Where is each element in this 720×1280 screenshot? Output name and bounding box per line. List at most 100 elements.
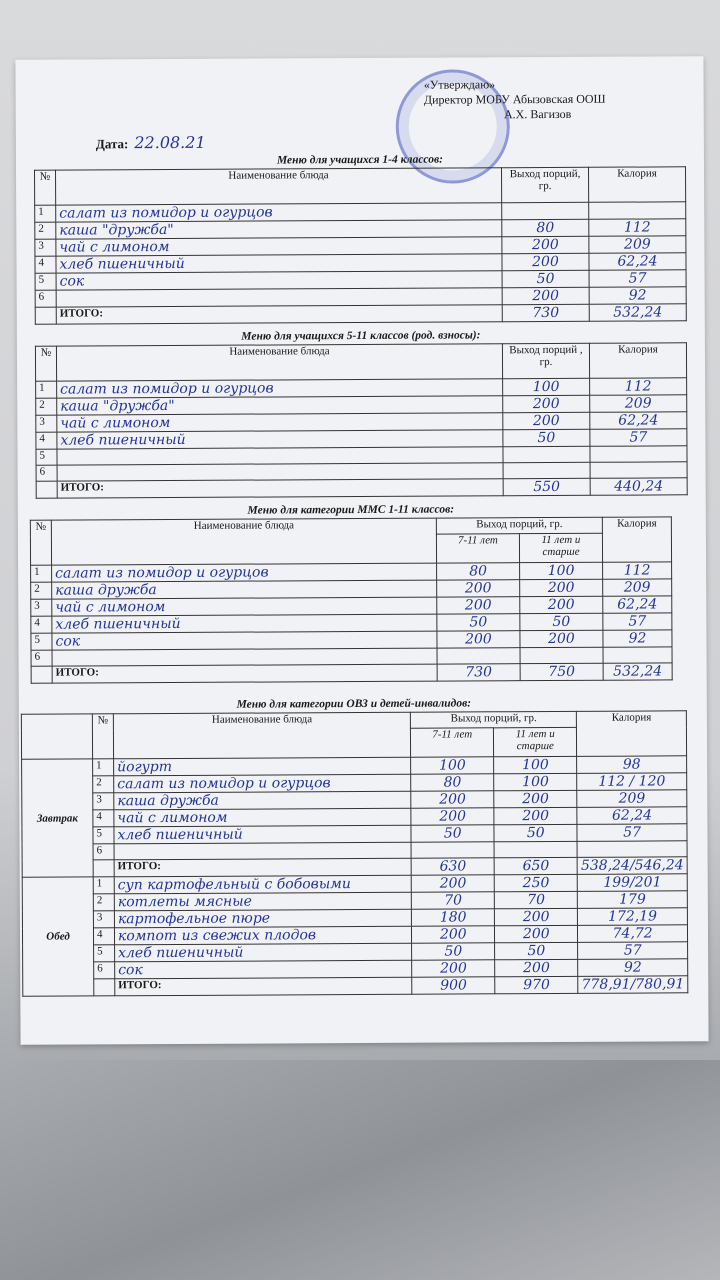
row-number: 1	[92, 758, 114, 776]
output-7-11: 80	[410, 773, 495, 792]
calories-value: 112	[602, 561, 672, 580]
output-11-plus: 200	[494, 925, 578, 943]
output-11-plus: 200	[494, 959, 579, 977]
output-7-11: 50	[411, 942, 495, 961]
total-calories: 538,24/546,24	[577, 856, 688, 875]
total-output: 550	[503, 478, 591, 496]
calories-value: 57	[589, 269, 687, 288]
output-value	[503, 462, 591, 479]
output-11-plus: 50	[494, 824, 578, 842]
menu-table-mms: № Наименование блюда Выход порций, гр. Кало…	[30, 516, 673, 684]
row-number: 5	[35, 273, 57, 291]
output-value	[502, 446, 591, 463]
calories-header: Калория	[588, 166, 686, 203]
output-11-plus: 200	[519, 630, 604, 648]
calories-value: 209	[588, 235, 686, 254]
date-value: 22.08.21	[134, 132, 206, 153]
total-row: ИТОГО: 550 440,24	[36, 477, 688, 499]
dish-name: картофельное пюре	[114, 909, 412, 928]
director-name: А.Х. Вагизов	[503, 106, 572, 122]
t1-title: Меню для учащихся 1-4 классов:	[276, 153, 443, 167]
output-11-plus: 50	[519, 613, 603, 631]
output-header: Выход порций , гр.	[502, 343, 590, 379]
dish-header: Наименование блюда	[51, 518, 437, 566]
total-label: ИТОГО:	[56, 304, 503, 325]
calories-value: 62,24	[577, 806, 687, 825]
date-field: Дата: 22.08.21	[96, 133, 206, 153]
output-7-11: 200	[436, 630, 521, 649]
row-number: 1	[93, 876, 115, 894]
num-header: №	[30, 520, 52, 566]
num-header: №	[35, 346, 57, 382]
output-value	[501, 202, 589, 220]
row-number: 6	[93, 843, 115, 860]
output-7-11: 80	[436, 562, 520, 581]
dish-name: котлеты мясные	[114, 892, 412, 911]
calories-header: Калория	[602, 516, 672, 563]
output-7-11	[437, 647, 521, 665]
dish-name: хлеб пшеничный	[51, 614, 437, 634]
row-number: 6	[31, 650, 53, 667]
row-number: 4	[93, 927, 115, 945]
calories-value: 57	[577, 823, 688, 842]
calories-value: 92	[577, 958, 688, 977]
row-number: 3	[35, 415, 57, 433]
menu-table-ovz: № Наименование блюда Выход порций, гр. Кало…	[21, 710, 688, 997]
calories-value	[577, 840, 688, 858]
calories-value: 62,24	[602, 595, 672, 614]
output-value: 100	[502, 378, 590, 396]
category-lunch: Обед	[22, 876, 94, 997]
output-7-11: 50	[436, 613, 520, 632]
calories-value: 172,19	[577, 907, 688, 926]
total-label: ИТОГО:	[52, 664, 438, 684]
output-7-11: 200	[411, 925, 495, 944]
menu-table-5-11: № Наименование блюда Выход порций , гр. Кал…	[35, 342, 688, 499]
dish-name: сок	[51, 631, 438, 651]
category-header	[21, 713, 93, 760]
num-header: №	[92, 713, 114, 759]
total-11-plus: 970	[495, 976, 579, 994]
calories-value: 62,24	[588, 252, 687, 271]
dish-name: сок	[114, 960, 413, 979]
dish-name: салат из помидор и огурцов	[51, 563, 437, 583]
row-number: 2	[34, 222, 56, 240]
row-number: 5	[30, 633, 53, 651]
table-surface	[0, 1060, 720, 1280]
output-value: 200	[501, 236, 589, 254]
total-7-11: 900	[412, 976, 496, 995]
output-7-11: 200	[411, 874, 495, 893]
output-11-plus: 50	[494, 942, 578, 960]
output-7-11: 180	[411, 908, 495, 927]
row-number: 2	[30, 582, 52, 600]
row-number: 6	[35, 290, 57, 308]
total-row: ИТОГО: 730 532,24	[35, 303, 687, 325]
output-11-plus: 200	[519, 596, 603, 614]
dish-name	[114, 842, 412, 860]
row-number: 1	[34, 205, 56, 223]
output-7-11: 200	[436, 579, 520, 598]
output-value: 80	[501, 219, 589, 237]
output-7-11: 100	[410, 756, 494, 775]
row-number: 2	[92, 775, 114, 793]
row-number: 6	[36, 465, 58, 482]
row-number: 4	[35, 432, 57, 450]
calories-value	[590, 461, 688, 479]
blank	[93, 859, 115, 877]
output-7-11: 200	[411, 807, 495, 826]
row-number: 5	[93, 944, 115, 962]
total-row: ИТОГО: 900 970 778,91/780,91	[23, 975, 688, 996]
output-7-11: 200	[411, 959, 496, 978]
blank	[35, 307, 57, 325]
calories-value: 199/201	[577, 873, 688, 892]
t2-title: Меню для учащихся 5-11 классов (род. взн…	[241, 329, 481, 343]
dish-name: каша дружба	[113, 791, 412, 810]
dish-name: каша дружба	[51, 580, 437, 600]
row-number: 2	[93, 893, 115, 911]
calories-value	[588, 201, 686, 220]
output-7-11: 200	[411, 790, 495, 809]
total-label: ИТОГО:	[114, 858, 412, 877]
total-7-11: 630	[411, 857, 495, 876]
director-label: Директор МОБУ Абызовская ООШ	[423, 91, 606, 107]
date-label: Дата:	[95, 136, 129, 152]
output-11-plus	[494, 841, 578, 858]
